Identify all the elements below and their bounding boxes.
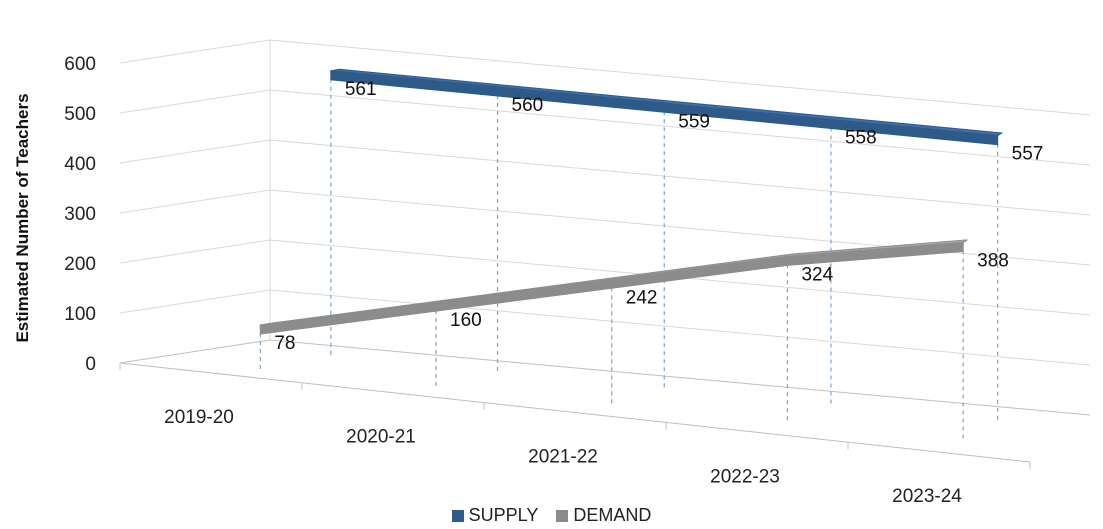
data-label-demand: 324 bbox=[801, 264, 833, 285]
x-axis-line bbox=[119, 362, 1031, 463]
legend-item-supply: SUPPLY bbox=[451, 505, 539, 526]
data-label-demand: 388 bbox=[977, 250, 1009, 271]
y-tick-label: 300 bbox=[64, 204, 96, 225]
x-tick-label: 2019-20 bbox=[164, 407, 234, 428]
x-tick-label: 2022-23 bbox=[710, 466, 780, 487]
legend-item-demand: DEMAND bbox=[556, 505, 651, 526]
y-tick-label: 0 bbox=[85, 354, 96, 375]
data-labels: 561 560 559 558 557 78 160 242 324 388 bbox=[274, 79, 1043, 354]
data-label-demand: 242 bbox=[626, 287, 658, 308]
y-tick-label: 400 bbox=[64, 154, 96, 175]
y-axis-title: Estimated Number of Teachers bbox=[13, 93, 32, 342]
legend-swatch-supply bbox=[451, 509, 464, 522]
data-label-supply: 557 bbox=[1012, 144, 1044, 165]
series-ribbons bbox=[259, 68, 1004, 335]
y-tick-label: 100 bbox=[64, 304, 96, 325]
legend-label-demand: DEMAND bbox=[573, 505, 652, 525]
y-tick-label: 600 bbox=[64, 54, 96, 75]
legend-swatch-demand bbox=[556, 509, 569, 522]
data-label-demand: 160 bbox=[450, 310, 482, 331]
drop-lines bbox=[259, 70, 999, 443]
legend-label-supply: SUPPLY bbox=[468, 505, 539, 525]
x-tick-label: 2020-21 bbox=[346, 427, 416, 448]
axes: 0 100 200 300 400 500 600 2019-20 2020-21 2021-22… bbox=[64, 40, 1031, 507]
data-label-supply: 558 bbox=[845, 127, 877, 148]
series-line-demand bbox=[259, 241, 964, 335]
series-ribbon-top-supply bbox=[330, 68, 1004, 137]
y-tick-label: 200 bbox=[64, 254, 96, 275]
legend: SUPPLY DEMAND bbox=[0, 505, 1103, 526]
series-line-supply bbox=[330, 70, 999, 146]
y-tick-label: 500 bbox=[64, 104, 96, 125]
data-label-supply: 559 bbox=[678, 111, 710, 132]
data-label-supply: 561 bbox=[345, 79, 377, 100]
x-tick-label: 2023-24 bbox=[892, 486, 962, 507]
data-label-demand: 78 bbox=[274, 333, 295, 354]
data-label-supply: 560 bbox=[512, 95, 544, 116]
x-tick-label: 2021-22 bbox=[528, 447, 598, 468]
